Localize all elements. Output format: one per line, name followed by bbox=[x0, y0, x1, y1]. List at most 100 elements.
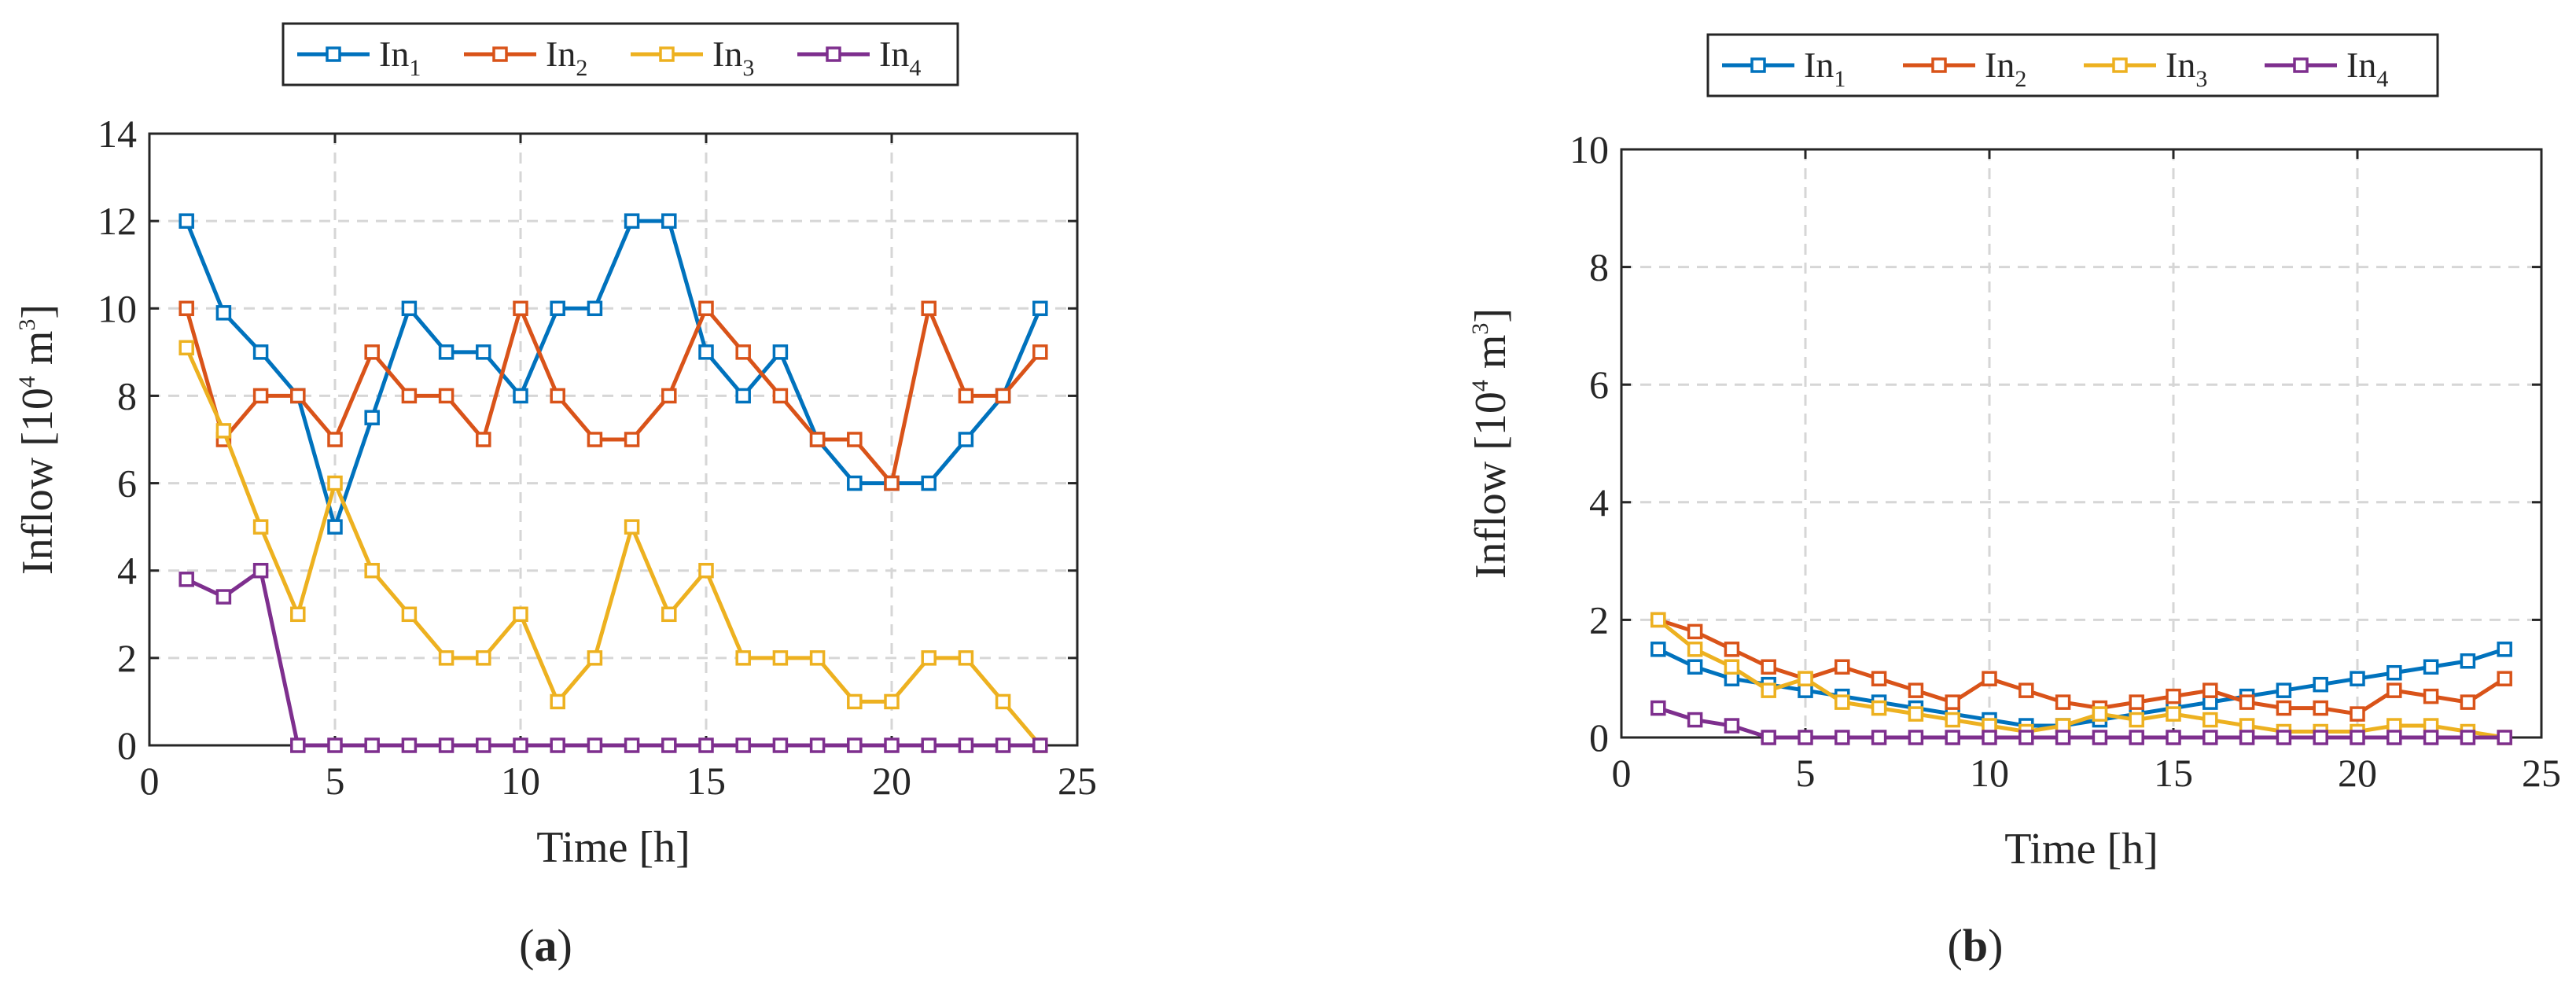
data-point bbox=[1724, 642, 1740, 657]
x-tick-label: 0 bbox=[140, 759, 160, 803]
axes-box bbox=[1620, 148, 2543, 739]
data-point bbox=[476, 344, 491, 360]
legend-swatch-marker bbox=[659, 46, 675, 62]
legend-entry-subscript: 4 bbox=[909, 55, 921, 81]
data-point bbox=[1687, 659, 1703, 675]
data-point bbox=[1908, 706, 1924, 722]
data-point bbox=[2276, 730, 2292, 745]
y-tick-label: 10 bbox=[1570, 127, 1609, 171]
data-point bbox=[401, 388, 418, 404]
x-tick-label: 15 bbox=[2154, 751, 2193, 795]
data-point bbox=[1032, 344, 1048, 360]
panel-label: (a) bbox=[519, 920, 572, 971]
legend-entry-subscript: 1 bbox=[409, 55, 421, 81]
legend-entry-subscript: 2 bbox=[576, 55, 587, 81]
panel-label-paren: ( bbox=[519, 920, 534, 971]
x-tick-label: 5 bbox=[1796, 751, 1816, 795]
data-point bbox=[2202, 730, 2218, 745]
data-point bbox=[1650, 612, 1666, 628]
legend-entry-name: In bbox=[1985, 45, 2015, 85]
data-point bbox=[401, 737, 418, 753]
legend-swatch-marker bbox=[2112, 57, 2128, 73]
y-tick-label: 8 bbox=[1589, 245, 1609, 289]
data-point bbox=[624, 432, 640, 447]
data-point bbox=[2350, 730, 2365, 745]
data-point bbox=[2055, 694, 2071, 710]
x-axis-label: Time [h] bbox=[536, 823, 690, 872]
y-tick-label: 2 bbox=[117, 636, 137, 680]
legend-swatch-marker bbox=[326, 46, 341, 62]
data-point bbox=[550, 300, 565, 317]
data-point bbox=[847, 693, 863, 710]
data-point bbox=[1650, 642, 1666, 657]
data-point bbox=[2386, 682, 2402, 698]
y-tick-label: 6 bbox=[1589, 362, 1609, 406]
data-point bbox=[476, 432, 491, 447]
legend-swatch-marker bbox=[492, 46, 508, 62]
series-in2 bbox=[178, 300, 1048, 491]
data-point bbox=[1834, 659, 1850, 675]
data-point bbox=[513, 737, 528, 753]
y-axis-unit-exponent: 4 bbox=[14, 376, 40, 388]
data-point bbox=[1871, 671, 1887, 686]
data-point bbox=[2460, 653, 2476, 669]
y-tick-label: 4 bbox=[117, 549, 137, 593]
panel-label-letter: b bbox=[1963, 920, 1988, 971]
legend: In1 In2 In3 In4 bbox=[1706, 33, 2439, 97]
y-tick-label: 14 bbox=[98, 112, 137, 156]
data-point bbox=[252, 344, 269, 360]
y-axis-label-text: Inflow [ bbox=[13, 432, 62, 575]
data-point bbox=[2129, 694, 2144, 710]
legend-entry: In4 bbox=[879, 34, 921, 81]
data-point bbox=[698, 300, 714, 317]
series-line bbox=[1657, 647, 2505, 728]
legend-entry-name: In bbox=[2166, 45, 2195, 85]
data-point bbox=[995, 388, 1011, 404]
data-point bbox=[2423, 659, 2439, 675]
data-point bbox=[1032, 300, 1048, 317]
data-point bbox=[921, 475, 937, 491]
data-point bbox=[921, 650, 937, 666]
series-line bbox=[184, 219, 1043, 529]
data-point bbox=[661, 388, 677, 404]
data-point bbox=[438, 344, 454, 360]
data-point bbox=[735, 388, 751, 404]
x-tick-label: 25 bbox=[1058, 759, 1097, 803]
data-point bbox=[1032, 737, 1048, 753]
x-tick-label: 0 bbox=[1612, 751, 1632, 795]
data-point bbox=[735, 650, 751, 666]
x-tick-label: 10 bbox=[501, 759, 540, 803]
data-point bbox=[1945, 730, 1960, 745]
y-tick-label: 6 bbox=[117, 462, 137, 506]
data-point bbox=[401, 606, 418, 623]
data-point bbox=[772, 344, 789, 360]
legend-entry: In3 bbox=[2166, 45, 2207, 92]
data-point bbox=[735, 344, 751, 360]
y-axis-unit: m bbox=[13, 331, 62, 377]
data-point bbox=[2350, 706, 2365, 722]
data-point bbox=[513, 388, 528, 404]
data-point bbox=[2313, 700, 2328, 716]
x-tick-label: 10 bbox=[1970, 751, 2009, 795]
data-point bbox=[327, 475, 343, 491]
legend-entry-name: In bbox=[546, 34, 576, 74]
y-axis-label: Inflow [104 m3] bbox=[13, 304, 62, 575]
data-point bbox=[884, 693, 900, 710]
data-point bbox=[698, 562, 714, 579]
data-point bbox=[661, 606, 677, 623]
data-point bbox=[735, 737, 751, 753]
data-point bbox=[1761, 659, 1776, 675]
data-point bbox=[252, 388, 269, 404]
data-point bbox=[587, 300, 603, 317]
data-point bbox=[178, 213, 194, 229]
y-axis-unit-exponent: 4 bbox=[1467, 380, 1493, 392]
legend-entry-name: In bbox=[379, 34, 409, 74]
y-axis-label-bracket: ] bbox=[13, 304, 62, 319]
data-point bbox=[178, 340, 194, 356]
legend-entry-name: In bbox=[2346, 45, 2376, 85]
data-point bbox=[327, 432, 343, 447]
data-point bbox=[476, 650, 491, 666]
data-point bbox=[624, 737, 640, 753]
